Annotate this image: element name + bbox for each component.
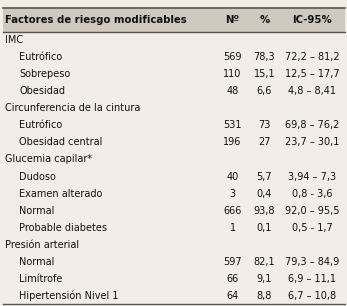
FancyBboxPatch shape (3, 8, 345, 32)
Text: %: % (259, 15, 270, 24)
Text: Obesidad central: Obesidad central (19, 137, 102, 147)
Text: 4,8 – 8,41: 4,8 – 8,41 (288, 86, 336, 96)
Text: 3: 3 (230, 188, 236, 199)
Text: 6,6: 6,6 (257, 86, 272, 96)
Text: 23,7 – 30,1: 23,7 – 30,1 (285, 137, 339, 147)
Text: 92,0 – 95,5: 92,0 – 95,5 (285, 206, 339, 216)
Text: 72,2 – 81,2: 72,2 – 81,2 (285, 52, 339, 62)
Text: Sobrepeso: Sobrepeso (19, 69, 70, 79)
Text: 93,8: 93,8 (254, 206, 275, 216)
Text: Hipertensión Nivel 1: Hipertensión Nivel 1 (19, 291, 119, 301)
Text: 12,5 – 17,7: 12,5 – 17,7 (285, 69, 339, 79)
Text: Circunferencia de la cintura: Circunferencia de la cintura (5, 103, 141, 113)
Text: 0,4: 0,4 (257, 188, 272, 199)
Text: 82,1: 82,1 (254, 257, 275, 267)
Text: 69,8 – 76,2: 69,8 – 76,2 (285, 120, 339, 130)
Text: 6,9 – 11,1: 6,9 – 11,1 (288, 274, 336, 284)
Text: Nº: Nº (226, 15, 240, 24)
Text: Dudoso: Dudoso (19, 172, 56, 181)
Text: 6,7 – 10,8: 6,7 – 10,8 (288, 291, 336, 301)
Text: Factores de riesgo modificables: Factores de riesgo modificables (5, 15, 187, 24)
Text: 196: 196 (223, 137, 242, 147)
Text: IC-95%: IC-95% (292, 15, 332, 24)
Text: 0,1: 0,1 (257, 223, 272, 233)
Text: 48: 48 (227, 86, 239, 96)
Text: IMC: IMC (5, 35, 23, 45)
Text: 8,8: 8,8 (257, 291, 272, 301)
Text: 531: 531 (223, 120, 242, 130)
Text: 27: 27 (258, 137, 271, 147)
Text: Limítrofe: Limítrofe (19, 274, 62, 284)
Text: 79,3 – 84,9: 79,3 – 84,9 (285, 257, 339, 267)
Text: 78,3: 78,3 (254, 52, 275, 62)
Text: Presión arterial: Presión arterial (5, 240, 79, 250)
Text: 597: 597 (223, 257, 242, 267)
Text: 1: 1 (230, 223, 236, 233)
Text: Probable diabetes: Probable diabetes (19, 223, 107, 233)
Text: 9,1: 9,1 (257, 274, 272, 284)
Text: Eutrófico: Eutrófico (19, 52, 62, 62)
Text: 569: 569 (223, 52, 242, 62)
Text: 3,94 – 7,3: 3,94 – 7,3 (288, 172, 336, 181)
Text: 66: 66 (227, 274, 239, 284)
Text: 40: 40 (227, 172, 239, 181)
Text: Obesidad: Obesidad (19, 86, 65, 96)
Text: Examen alterado: Examen alterado (19, 188, 102, 199)
Text: 0,8 - 3,6: 0,8 - 3,6 (292, 188, 332, 199)
Text: 110: 110 (223, 69, 242, 79)
Text: 64: 64 (227, 291, 239, 301)
Text: 15,1: 15,1 (254, 69, 275, 79)
Text: 5,7: 5,7 (256, 172, 272, 181)
Text: Normal: Normal (19, 206, 54, 216)
Text: Glucemia capilar*: Glucemia capilar* (5, 155, 92, 164)
Text: 73: 73 (258, 120, 271, 130)
Text: 666: 666 (223, 206, 242, 216)
Text: Eutrófico: Eutrófico (19, 120, 62, 130)
Text: 0,5 - 1,7: 0,5 - 1,7 (291, 223, 332, 233)
Text: Normal: Normal (19, 257, 54, 267)
